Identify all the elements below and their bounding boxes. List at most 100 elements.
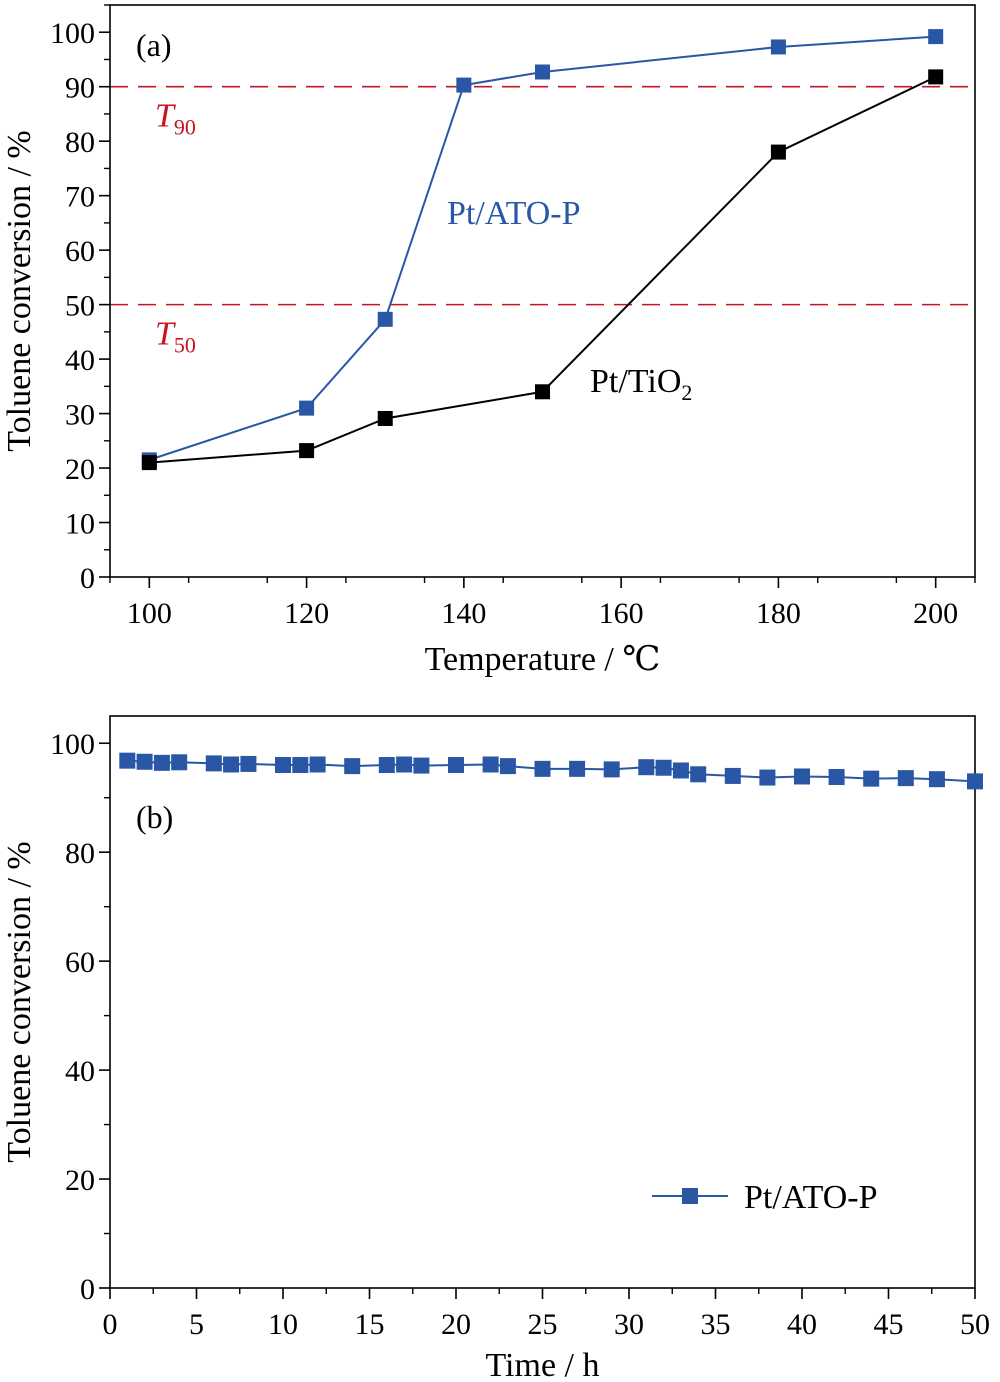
reference-label-50: T50 — [155, 316, 196, 358]
y-tick-label: 80 — [65, 837, 95, 870]
data-point — [603, 761, 620, 778]
y-tick-label: 80 — [65, 126, 95, 159]
series-label: Pt/TiO2 — [590, 363, 692, 405]
x-tick-label: 140 — [441, 597, 486, 630]
data-point — [309, 756, 326, 773]
data-point — [377, 311, 393, 327]
data-point — [863, 770, 880, 787]
data-point — [344, 758, 361, 775]
y-tick-label: 0 — [80, 1273, 95, 1306]
series-label-sub: 2 — [681, 380, 692, 405]
data-point — [377, 410, 393, 426]
data-point — [535, 384, 550, 400]
data-point — [928, 29, 944, 45]
series-line — [149, 76, 937, 464]
data-point — [770, 144, 786, 160]
data-point — [794, 768, 810, 785]
x-axis-label: Time / h — [485, 1347, 599, 1382]
x-tick-label: 45 — [874, 1308, 904, 1341]
data-point — [928, 771, 945, 788]
x-tick-label: 100 — [127, 597, 172, 630]
data-point — [967, 773, 983, 790]
y-tick-label: 60 — [65, 235, 95, 268]
y-tick-label: 40 — [65, 1055, 95, 1088]
data-point — [828, 769, 845, 786]
x-tick-label: 10 — [268, 1308, 298, 1341]
y-tick-label: 10 — [65, 508, 95, 541]
legend-marker — [682, 1188, 698, 1204]
y-tick-label: 60 — [65, 946, 95, 979]
data-point — [724, 767, 741, 784]
data-point — [153, 754, 170, 771]
reference-label-main: T — [155, 98, 176, 135]
x-tick-label: 35 — [701, 1308, 731, 1341]
data-point — [672, 762, 689, 779]
data-point — [171, 754, 188, 771]
x-tick-label: 160 — [599, 597, 644, 630]
panel-label: (a) — [136, 27, 172, 63]
x-tick-label: 30 — [614, 1308, 644, 1341]
series-label: Pt/ATO-P — [447, 195, 581, 232]
reference-label-main: T — [155, 316, 176, 353]
x-tick-label: 40 — [787, 1308, 817, 1341]
reference-label-90: T90 — [155, 98, 196, 140]
data-point — [275, 757, 291, 774]
data-point — [378, 757, 395, 774]
chart-panel-b: 0 5 10 15 20 25 30 35 40 45 50 0 20 40 60 80 100 Time / h… — [1, 715, 990, 1382]
series-label-main: Pt/ATO-P — [447, 195, 581, 232]
x-tick-label: 15 — [355, 1308, 385, 1341]
y-axis-label: Toluene conversion / % — [1, 130, 38, 451]
data-point — [535, 64, 550, 80]
data-point — [205, 755, 222, 772]
x-tick-label: 120 — [284, 597, 329, 630]
y-tick-label: 20 — [65, 1164, 95, 1197]
data-point — [759, 769, 776, 786]
legend-label: Pt/ATO-P — [744, 1179, 878, 1216]
data-point — [569, 760, 586, 777]
plot-frame — [109, 4, 976, 578]
data-point — [448, 757, 464, 774]
data-point — [928, 69, 944, 85]
data-point — [638, 759, 655, 776]
data-point — [770, 39, 786, 55]
data-point — [119, 752, 136, 769]
data-point — [482, 756, 499, 773]
reference-label-sub: 90 — [174, 115, 196, 140]
data-point — [534, 760, 551, 777]
data-point — [456, 77, 472, 93]
x-axis-label: Temperature / ℃ — [425, 641, 661, 678]
data-point — [396, 756, 413, 773]
y-tick-label: 90 — [65, 72, 95, 105]
data-point — [299, 443, 315, 459]
data-point — [136, 753, 153, 770]
panel-label: (b) — [136, 799, 173, 835]
data-point — [690, 766, 707, 783]
data-point — [223, 756, 240, 773]
x-tick-label: 20 — [441, 1308, 471, 1341]
y-tick-label: 100 — [50, 17, 95, 50]
y-tick-label: 100 — [50, 728, 95, 761]
x-tick-label: 50 — [960, 1308, 990, 1341]
data-point — [897, 770, 914, 787]
series-Pt/ATO-P — [141, 29, 944, 468]
data-point — [413, 757, 430, 774]
y-tick-label: 50 — [65, 290, 95, 323]
data-point — [240, 755, 257, 772]
data-point — [292, 757, 309, 774]
x-tick-label: 25 — [528, 1308, 558, 1341]
data-point — [655, 759, 672, 776]
y-axis-label: Toluene conversion / % — [1, 841, 38, 1162]
y-tick-label: 40 — [65, 344, 95, 377]
x-tick-label: 0 — [103, 1308, 118, 1341]
data-point — [299, 400, 315, 416]
y-tick-label: 20 — [65, 453, 95, 486]
series-label-main: Pt/TiO — [590, 363, 681, 400]
series-Pt/ATO-P — [119, 752, 983, 790]
y-tick-label: 30 — [65, 399, 95, 432]
reference-label-sub: 50 — [174, 333, 196, 358]
data-point — [499, 758, 516, 775]
data-point — [141, 455, 157, 471]
x-tick-label: 180 — [756, 597, 801, 630]
